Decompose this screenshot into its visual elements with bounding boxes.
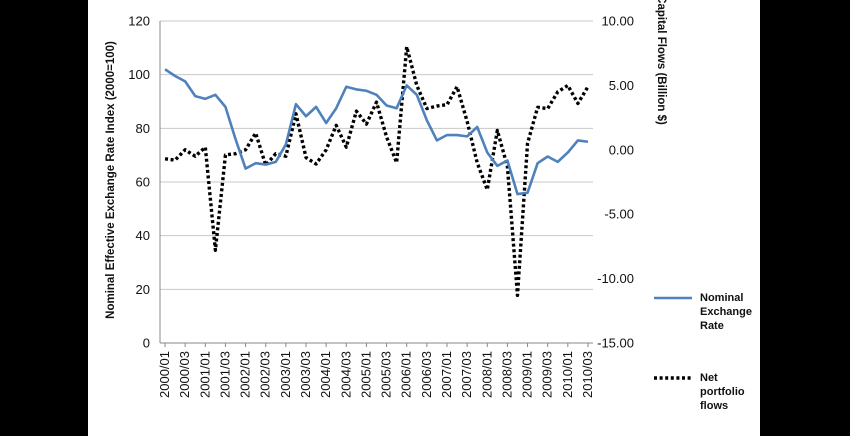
x-tick-label: 2007/03 [459,351,474,398]
x-tick-label: 2005/01 [358,351,373,398]
x-tick-label: 2002/01 [238,351,253,398]
x-tick-label: 2009/01 [520,351,535,398]
dual-axis-line-chart: 0 20 40 60 80 100 120 -15.00 -10.00 -5.00 0.00 5.0… [105,0,752,412]
x-tick-label: 2006/01 [399,351,414,398]
x-tick-label: 2010/03 [580,351,595,398]
x-tick-label: 2000/03 [177,351,192,398]
x-tick-label: 2009/03 [540,351,555,398]
y-left-axis-title: Nominal Effective Exchange Rate Index (2… [105,41,117,319]
x-tick-label: 2002/03 [258,351,273,398]
y-left-tick-label: 20 [136,282,150,297]
gridlines [159,20,593,344]
x-tick-label: 2005/03 [379,351,394,398]
y-right-tick-label: -10.00 [597,271,634,286]
x-tick-label: 2003/01 [278,351,293,398]
y-right-tick-label: -5.00 [604,207,634,222]
y-right-tick-label: 5.00 [609,78,634,93]
nominal-exchange-rate-line [164,68,589,196]
y-right-tick-label: 10.00 [601,14,634,29]
legend-label: Net portfolio flows [700,372,745,412]
y-left-tick-label: 80 [136,121,150,136]
net-portfolio-flows-line [164,45,590,298]
y-left-tick-label: 40 [136,228,150,243]
x-tick-label: 2007/01 [439,351,454,398]
y-left-tick-label: 100 [128,67,150,82]
legend: Nominal Exchange Rate Net portfolio flows [654,292,752,412]
chart-frame: 0 20 40 60 80 100 120 -15.00 -10.00 -5.00 0.00 5.0… [88,0,760,436]
x-tick-label: 2000/01 [157,351,172,398]
x-tick-label: 2001/01 [197,351,212,398]
left-axis-ticks: 0 20 40 60 80 100 120 [128,14,150,351]
y-right-tick-label: 0.00 [609,142,634,157]
y-left-tick-label: 0 [143,336,150,351]
x-tick-label: 2006/03 [419,351,434,398]
series-layer [164,45,590,298]
x-tick-label: 2008/03 [499,351,514,398]
x-tick-label: 2008/01 [479,351,494,398]
x-tick-label: 2004/03 [338,351,353,398]
x-tick-label: 2001/03 [217,351,232,398]
legend-label: Nominal Exchange Rate [700,292,752,332]
y-left-tick-label: 120 [128,14,150,29]
y-right-tick-label: -15.00 [597,336,634,351]
x-tick-label: 2010/01 [560,351,575,398]
y-left-tick-label: 60 [136,175,150,190]
y-right-axis-title: Capital Flows (Billion $) [655,0,667,125]
right-axis-ticks: -15.00 -10.00 -5.00 0.00 5.00 10.00 [597,14,634,351]
x-tick-label: 2004/01 [318,351,333,398]
x-tick-label: 2003/03 [298,351,313,398]
x-axis-ticks: 2000/01 2000/03 2001/01 2001/03 2002/01 2002/… [157,343,595,398]
